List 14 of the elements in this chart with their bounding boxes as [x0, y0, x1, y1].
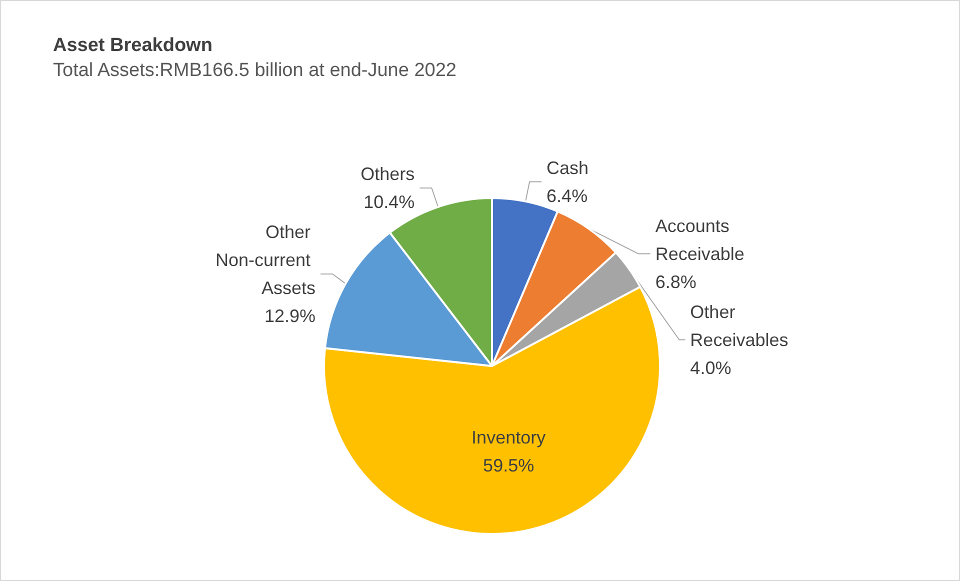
data-label: 6.8% — [655, 272, 696, 292]
data-label: 59.5% — [483, 455, 534, 476]
data-label: 12.9% — [264, 306, 316, 326]
slice-label: Other Non-current Assets — [216, 222, 316, 298]
data-label: 4.0% — [690, 358, 732, 378]
slice-label: Others — [360, 164, 415, 184]
slice-label: Accounts Receivable — [655, 216, 744, 264]
slice-label: Other Receivables — [690, 302, 788, 350]
data-label: 6.4% — [546, 186, 588, 206]
chart-subtitle: Total Assets:RMB166.5 billion at end-June 2022 — [53, 60, 456, 81]
data-label: 10.4% — [364, 192, 415, 212]
chart-title: Asset Breakdown — [53, 35, 212, 56]
slice-label: Cash — [546, 158, 589, 178]
slice-label: Inventory — [472, 427, 546, 448]
